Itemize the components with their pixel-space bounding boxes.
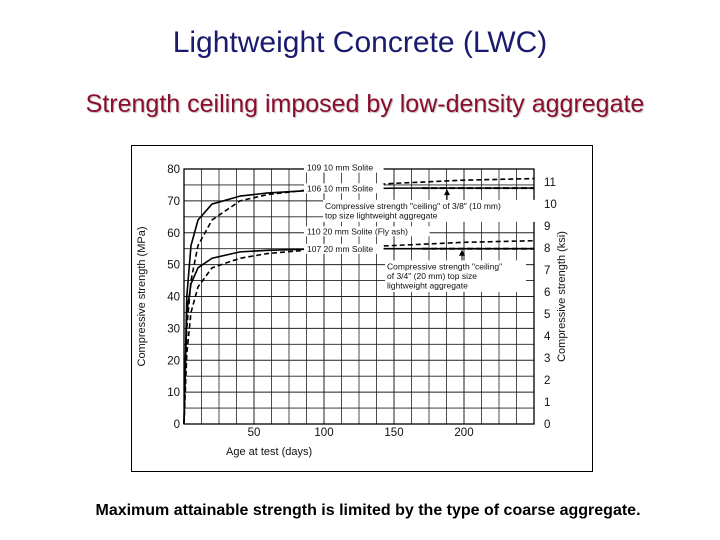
annotation-text-2: Compressive strength "ceiling": [387, 261, 502, 271]
series-line-1: [183, 177, 535, 425]
x-tick-label: 50: [248, 427, 261, 439]
series-label-1: 109 10 mm Solite: [307, 163, 373, 173]
y-tick-label: 60: [167, 228, 180, 240]
y2-axis-label: Compressive strength (ksi): [556, 231, 568, 362]
y2-tick-label: 2: [544, 375, 550, 387]
series-line-4: [183, 247, 534, 425]
y-tick-label: 10: [167, 387, 180, 399]
series-label-3: 110 20 mm Solite (Fly ash): [307, 226, 408, 236]
y-tick-label: 50: [167, 260, 180, 272]
x-tick-label: 100: [314, 427, 333, 439]
series-lines: [183, 177, 535, 425]
annotation-bg: [385, 260, 526, 292]
x-tick-label: 150: [384, 427, 403, 439]
y2-tick-label: 7: [544, 265, 550, 277]
series-label-4: 107 20 mm Solite: [307, 244, 373, 254]
annotation-arrow-head: [444, 189, 450, 196]
y-tick-label: 70: [167, 196, 180, 208]
y2-tick-label: 4: [544, 331, 551, 343]
annotation-text-1: top size lightweight aggregate: [325, 210, 438, 220]
y2-tick-label: 1: [544, 397, 550, 409]
x-axis-label: Age at test (days): [226, 446, 312, 458]
slide-title: Lightweight Concrete (LWC): [172, 26, 548, 59]
series-line-2: [183, 187, 534, 425]
y2-tick-label: 5: [544, 309, 550, 321]
y2-tick-label: 3: [544, 353, 550, 365]
y2-tick-label: 11: [544, 177, 556, 189]
y-tick-label: 0: [174, 419, 180, 431]
series-label-bg: [304, 243, 384, 254]
series-line-3: [183, 239, 535, 425]
y2-tick-label: 6: [544, 287, 550, 299]
y-tick-label: 20: [167, 355, 180, 367]
chart-frame: 0 10 20 30 40 50 60 70 80 0 1 2 3 4 5 6 7 8 9 10 11 50 100 150 2…: [131, 145, 593, 472]
annotation-text-1: Compressive strength "ceiling" of 3/8" (…: [325, 201, 501, 211]
series-label-bg: [304, 183, 384, 194]
series-label-2: 106 10 mm Solite: [307, 183, 373, 193]
slide-subtitle: Strength ceiling imposed by low-density …: [85, 90, 645, 118]
series-label-bg: [304, 162, 384, 173]
series-label-bg: [304, 226, 430, 237]
tick-labels: 0 10 20 30 40 50 60 70 80 0 1 2 3 4 5 6 7 8 9 10 11 50 100 150 2…: [167, 164, 557, 439]
y-tick-label: 40: [167, 292, 180, 304]
x-tick-label: 200: [454, 427, 473, 439]
y2-tick-label: 10: [544, 199, 557, 211]
y-axis-label: Compressive strength (MPa): [136, 227, 148, 367]
strength-chart: 0 10 20 30 40 50 60 70 80 0 1 2 3 4 5 6 7 8 9 10 11 50 100 150 2…: [136, 162, 568, 459]
caption: Maximum attainable strength is limited b…: [95, 502, 641, 519]
annotation-arrow-head: [459, 249, 465, 256]
y-tick-label: 30: [167, 323, 180, 335]
axis-labels: Age at test (days) Compressive strength (…: [136, 227, 568, 459]
annotation-bg: [323, 199, 536, 222]
y2-tick-label: 0: [544, 419, 550, 431]
annotations: 109 10 mm Solite 106 10 mm Solite 110 20 m…: [304, 162, 536, 292]
y-tick-label: 80: [167, 164, 180, 176]
annotation-text-2: of 3/4" (20 mm) top size: [387, 271, 477, 281]
y2-tick-label: 8: [544, 243, 550, 255]
annotation-text-2: lightweight aggregate: [387, 280, 468, 290]
y2-tick-label: 9: [544, 221, 550, 233]
